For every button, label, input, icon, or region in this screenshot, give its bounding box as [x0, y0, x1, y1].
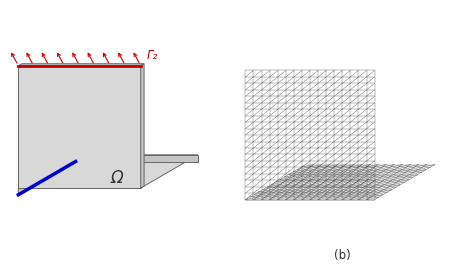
Text: Γ₁: Γ₁: [58, 164, 69, 177]
Text: Γ₂: Γ₂: [147, 49, 158, 62]
Polygon shape: [18, 64, 144, 66]
Polygon shape: [75, 155, 198, 161]
Polygon shape: [141, 64, 144, 188]
Text: Ω: Ω: [110, 169, 123, 186]
Text: (a): (a): [100, 176, 116, 189]
Polygon shape: [18, 155, 198, 188]
Text: (b): (b): [334, 249, 351, 262]
Polygon shape: [18, 155, 75, 195]
Polygon shape: [18, 66, 141, 188]
